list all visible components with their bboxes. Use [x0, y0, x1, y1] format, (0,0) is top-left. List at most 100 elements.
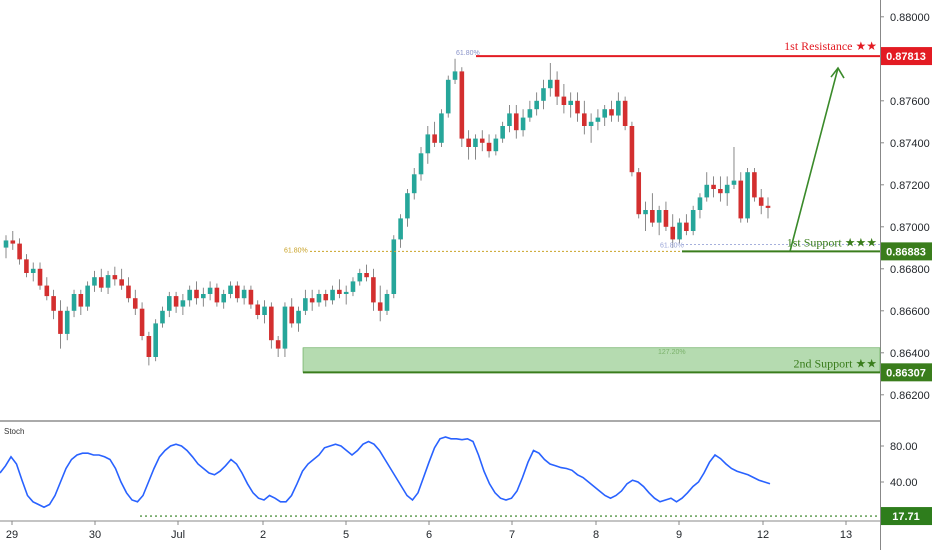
candle-body — [731, 180, 737, 185]
candle-body — [166, 296, 172, 311]
price-tick-label: 0.86400 — [890, 348, 930, 360]
candle-body — [547, 79, 553, 89]
price-tick-label: 0.86800 — [890, 264, 930, 276]
support-2-price-value: 0.86307 — [886, 367, 926, 379]
candle-body — [650, 210, 655, 223]
support-1-price-value: 0.86883 — [886, 246, 926, 258]
price-tick-label: 0.86600 — [890, 306, 930, 318]
candle-body — [275, 340, 281, 349]
candle-body — [745, 172, 750, 219]
candle-body — [439, 113, 444, 143]
candle-body — [78, 294, 84, 307]
candle-body — [10, 240, 16, 244]
candle-body — [636, 172, 642, 215]
time-axis[interactable]: 29 30 Jul 2 5 6 7 8 9 12 13 — [6, 521, 852, 541]
price-tick-label: 0.87600 — [890, 96, 930, 108]
candle-body — [371, 277, 376, 303]
candle-body — [629, 126, 635, 173]
candle-body — [724, 184, 730, 194]
candle-body — [248, 289, 254, 305]
candle-body — [228, 285, 233, 294]
time-tick-label: 30 — [89, 529, 101, 541]
stoch-line — [0, 436, 771, 509]
candle-body — [493, 138, 499, 152]
candle-body — [85, 285, 90, 307]
support-2-label: 2nd Support ★★ — [793, 356, 877, 370]
time-tick-label: 7 — [509, 529, 515, 541]
candle-body — [309, 298, 315, 303]
candle-body — [255, 304, 261, 315]
candle-body — [411, 174, 417, 194]
candle-body — [323, 294, 329, 301]
candle-body — [343, 291, 349, 294]
fib-support-1b-label: 61.80% — [660, 242, 684, 249]
candle-body — [269, 306, 274, 341]
candle-body — [677, 222, 682, 240]
candle-body — [58, 310, 63, 334]
candle-body — [105, 275, 111, 288]
candle-body — [364, 273, 369, 278]
candle-body — [534, 100, 539, 110]
candle-body — [765, 205, 771, 208]
stoch-reference-value: 17.71 — [892, 511, 920, 523]
support-zone: 127.20% — [302, 347, 881, 373]
candle-body — [51, 296, 56, 311]
candle-body — [582, 113, 587, 126]
candle-body — [588, 121, 594, 126]
stoch-title: Stoch — [4, 427, 24, 436]
stoch-panel: Stoch 17.71 — [0, 427, 932, 526]
price-tick-label: 0.88000 — [890, 12, 930, 24]
support-1-price-tag — [881, 242, 932, 261]
candle-body — [684, 222, 689, 231]
candle-body — [160, 310, 165, 324]
candle-body — [139, 308, 145, 336]
candle-body — [221, 294, 227, 303]
candle-body — [595, 117, 601, 122]
candle-body — [466, 138, 471, 147]
candle-body — [44, 285, 50, 297]
candle-body — [391, 239, 397, 294]
price-axis[interactable]: 0.88000 0.87600 0.87400 0.87200 0.87000 0.868… — [880, 12, 930, 489]
candle-body — [119, 279, 124, 286]
candle-body — [752, 172, 757, 198]
candle-body — [643, 210, 648, 215]
time-tick-label: 6 — [426, 529, 432, 541]
time-tick-label: Jul — [171, 529, 185, 541]
candle-body — [527, 109, 533, 118]
price-tick-label: 0.87400 — [890, 138, 930, 150]
candle-body — [126, 285, 131, 299]
time-tick-label: 2 — [260, 529, 266, 541]
candle-body — [718, 189, 723, 194]
candle-body — [350, 281, 356, 292]
candle-body — [602, 109, 608, 118]
candle-body — [201, 294, 206, 299]
candle-body — [37, 268, 43, 286]
candle-body — [98, 277, 104, 288]
projection-arrow — [789, 66, 845, 252]
candle-body — [296, 310, 301, 324]
candle-body — [187, 289, 192, 301]
candle-body — [554, 79, 560, 97]
price-tick-label: 0.87200 — [890, 180, 930, 192]
candle-body — [738, 180, 744, 219]
candle-body — [173, 296, 179, 307]
price-tick-label: 0.87000 — [890, 222, 930, 234]
candle-body — [609, 109, 614, 116]
support-zone-box — [302, 347, 881, 373]
candle-body — [207, 287, 213, 294]
stoch-reference-tag — [881, 507, 932, 526]
candle-body — [235, 285, 240, 299]
candle-body — [541, 88, 546, 101]
candle-body — [71, 294, 77, 311]
candle-body — [132, 298, 138, 309]
candle-body — [289, 306, 295, 324]
candle-body — [24, 259, 29, 273]
candle-body — [575, 100, 580, 114]
candle-body — [507, 113, 512, 126]
candle-body — [432, 134, 437, 143]
candle-body — [3, 240, 9, 248]
candle-body — [316, 294, 322, 303]
candle-body — [418, 153, 424, 175]
candle-body — [377, 302, 383, 311]
candle-body — [616, 100, 621, 116]
